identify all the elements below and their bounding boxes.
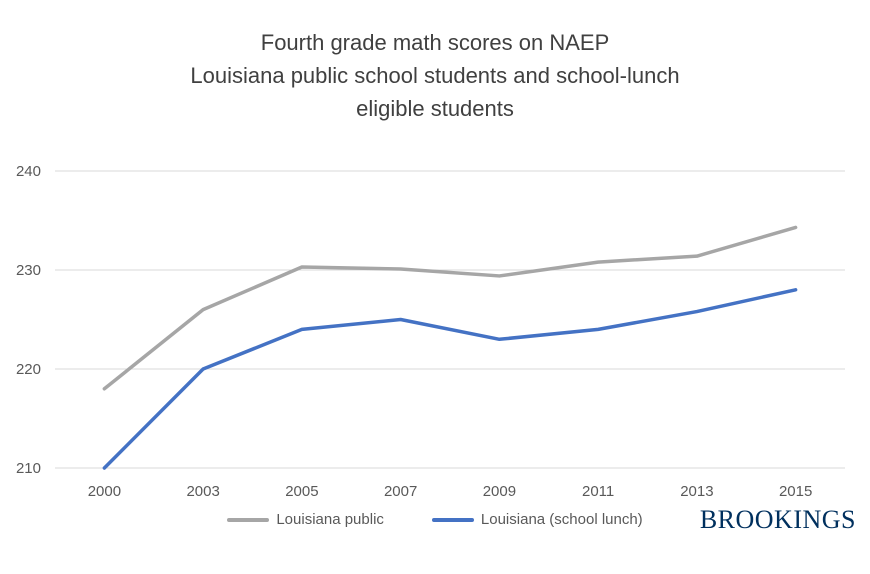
y-axis-tick-label: 220: [16, 361, 41, 378]
brookings-logo: BROOKINGS: [699, 505, 856, 534]
legend-swatch-gray: [227, 517, 270, 522]
y-axis-tick-label: 240: [16, 163, 41, 180]
x-axis-tick-label: 2000: [88, 483, 121, 500]
chart-title: Fourth grade math scores on NAEP Louisia…: [0, 0, 870, 125]
legend-item-louisiana-public: Louisiana public: [227, 511, 384, 528]
x-axis-tick-label: 2013: [680, 483, 713, 500]
y-axis-tick-label: 210: [16, 460, 41, 477]
chart-legend: Louisiana public Louisiana (school lunch…: [0, 511, 870, 528]
legend-item-louisiana-school-lunch: Louisiana (school lunch): [431, 511, 643, 528]
chart-title-line-1: Fourth grade math scores on NAEP: [260, 30, 610, 55]
series-line-louisiana-public: [102, 225, 798, 391]
y-axis-tick-label: 230: [16, 262, 41, 279]
x-axis-tick-label: 2005: [285, 483, 318, 500]
legend-label: Louisiana (school lunch): [480, 511, 643, 528]
series-line-louisiana-school-lunch-: [102, 288, 798, 470]
x-axis-tick-label: 2011: [582, 483, 614, 500]
legend-swatch-blue: [431, 517, 474, 522]
x-axis-tick-label: 2003: [186, 483, 219, 500]
chart-footer: Louisiana public Louisiana (school lunch…: [0, 503, 870, 547]
legend-label: Louisiana public: [276, 511, 384, 528]
x-axis-tick-label: 2009: [483, 483, 516, 500]
line-plot: 240 230 220 210 2000 2003 2005 2007 2009 2011 2013…: [16, 163, 845, 500]
chart-title-line-3: eligible students: [356, 96, 514, 121]
x-axis-tick-label: 2015: [779, 483, 812, 500]
x-axis-tick-label: 2007: [384, 483, 417, 500]
chart-title-line-2: Louisiana public school students and sch…: [190, 63, 680, 88]
